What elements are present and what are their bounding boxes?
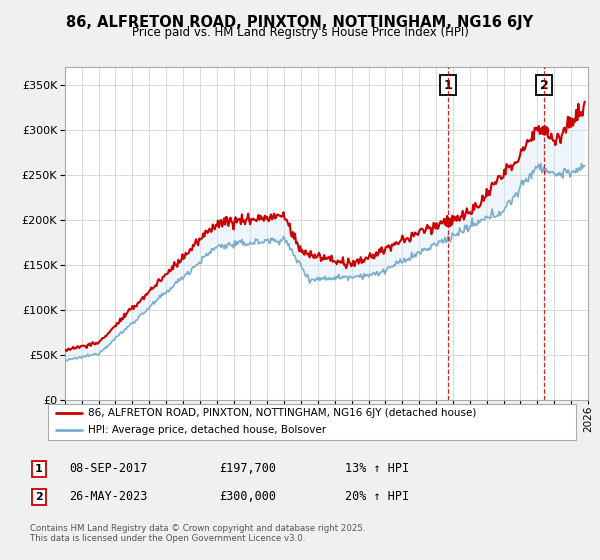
Text: 1: 1 [443, 79, 452, 92]
Text: 2: 2 [35, 492, 43, 502]
Text: 86, ALFRETON ROAD, PINXTON, NOTTINGHAM, NG16 6JY (detached house): 86, ALFRETON ROAD, PINXTON, NOTTINGHAM, … [88, 408, 476, 418]
Text: £300,000: £300,000 [219, 490, 276, 503]
Text: 1: 1 [35, 464, 43, 474]
Text: HPI: Average price, detached house, Bolsover: HPI: Average price, detached house, Bols… [88, 426, 326, 436]
Text: This data is licensed under the Open Government Licence v3.0.: This data is licensed under the Open Gov… [30, 534, 305, 543]
Text: 08-SEP-2017: 08-SEP-2017 [69, 462, 148, 475]
Text: Price paid vs. HM Land Registry's House Price Index (HPI): Price paid vs. HM Land Registry's House … [131, 26, 469, 39]
Text: £197,700: £197,700 [219, 462, 276, 475]
Text: 2: 2 [540, 79, 548, 92]
Text: 13% ↑ HPI: 13% ↑ HPI [345, 462, 409, 475]
Text: 86, ALFRETON ROAD, PINXTON, NOTTINGHAM, NG16 6JY: 86, ALFRETON ROAD, PINXTON, NOTTINGHAM, … [67, 15, 533, 30]
Text: Contains HM Land Registry data © Crown copyright and database right 2025.: Contains HM Land Registry data © Crown c… [30, 524, 365, 533]
Text: 26-MAY-2023: 26-MAY-2023 [69, 490, 148, 503]
Text: 20% ↑ HPI: 20% ↑ HPI [345, 490, 409, 503]
